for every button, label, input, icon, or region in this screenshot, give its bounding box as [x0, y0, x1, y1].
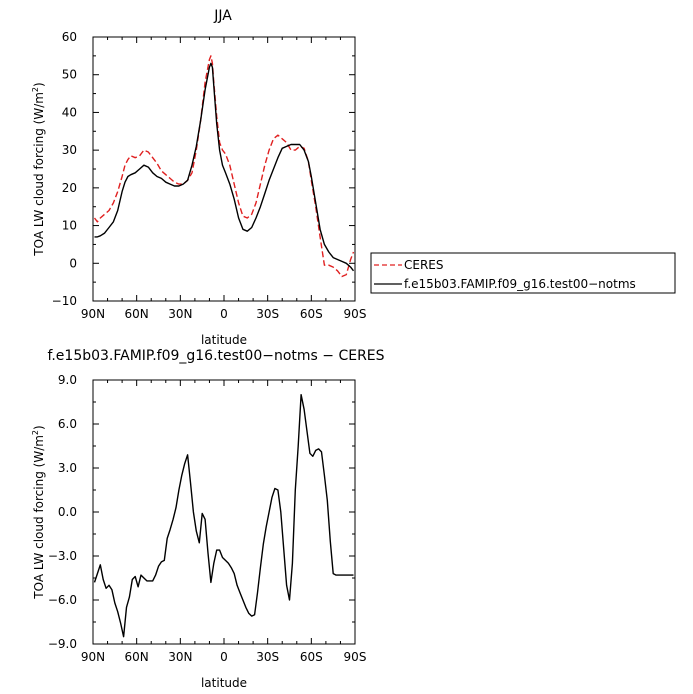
bottom-y-tick-label: −3.0: [48, 549, 77, 563]
top-series-group: [93, 55, 355, 278]
top-chart-title: JJA: [213, 8, 232, 24]
bottom-y-axis-label-superscript: 2: [31, 430, 40, 435]
top-y-tick-label: 10: [62, 219, 77, 233]
bottom-x-tick-label: 60N: [125, 650, 149, 664]
top-y-tick-label: 0: [69, 256, 77, 270]
top-y-tick-label: 60: [62, 30, 77, 44]
top-y-axis-label-superscript: 2: [31, 87, 40, 92]
top-y-axis-label-close: ): [32, 82, 46, 87]
top-x-tick-label: 90N: [81, 307, 105, 321]
bottom-x-tick-label: 90N: [81, 650, 105, 664]
bottom-x-tick-label: 90S: [344, 650, 367, 664]
top-panel: JJA 90N 60N 30N 0 30S 60S 90S−100102030405060 …: [31, 8, 676, 347]
bottom-plot-frame: [92, 379, 356, 645]
top-x-tick-label: 60S: [300, 307, 323, 321]
top-y-tick-label: 40: [62, 105, 77, 119]
top-y-axis-label-main: TOA LW cloud forcing (W/m: [32, 92, 46, 257]
bottom-y-axis-label: TOA LW cloud forcing (W/m2): [31, 425, 46, 599]
bottom-x-tick-label: 0: [220, 650, 228, 664]
bottom-panel: f.e15b03.FAMIP.f09_g16.test00−notms − CE…: [31, 348, 385, 690]
top-series-line-1: [94, 62, 355, 272]
legend-label-model: f.e15b03.FAMIP.f09_g16.test00−notms: [404, 277, 636, 291]
top-ticks: 90N 60N 30N 0 30S 60S 90S −10 0 10 20 30 40 50 60: [52, 30, 367, 321]
bottom-ticks: 90N 60N 30N 0 30S 60S 90S −9.0 −6.0 −3.0 0.0 3.0 6.0…: [48, 373, 367, 664]
top-y-axis-label: TOA LW cloud forcing (W/m2): [31, 82, 46, 256]
bottom-x-tick-label: 30N: [168, 650, 192, 664]
legend: CERES f.e15b03.FAMIP.f09_g16.test00−notm…: [370, 252, 676, 294]
bottom-x-axis-label: latitude: [201, 676, 247, 690]
top-series-line-0: [93, 55, 355, 278]
bottom-y-tick-label: −9.0: [48, 637, 77, 651]
top-x-tick-label: 90S: [344, 307, 367, 321]
legend-box: [370, 252, 676, 294]
top-y-tick-label: 20: [62, 181, 77, 195]
top-y-tick-label: −10: [52, 294, 77, 308]
top-x-axis-label: latitude: [201, 333, 247, 347]
bottom-y-axis-label-main: TOA LW cloud forcing (W/m: [32, 435, 46, 600]
bottom-series-group: [93, 394, 354, 638]
top-x-tick-label: 30N: [168, 307, 192, 321]
bottom-y-tick-label: −6.0: [48, 593, 77, 607]
legend-label-ceres: CERES: [404, 258, 444, 272]
bottom-series-line-0: [93, 394, 354, 638]
bottom-x-tick-label: 30S: [256, 650, 279, 664]
top-y-tick-label: 50: [62, 68, 77, 82]
top-x-tick-label: 60N: [125, 307, 149, 321]
top-y-tick-label: 30: [62, 143, 77, 157]
bottom-y-tick-label: 6.0: [58, 417, 77, 431]
bottom-x-tick-label: 60S: [300, 650, 323, 664]
bottom-y-tick-label: 9.0: [58, 373, 77, 387]
bottom-chart-title: f.e15b03.FAMIP.f09_g16.test00−notms − CE…: [47, 348, 384, 364]
bottom-y-tick-label: 3.0: [58, 461, 77, 475]
bottom-y-axis-label-close: ): [32, 425, 46, 430]
top-x-tick-label: 0: [220, 307, 228, 321]
top-x-tick-label: 30S: [256, 307, 279, 321]
bottom-y-tick-label: 0.0: [58, 505, 77, 519]
